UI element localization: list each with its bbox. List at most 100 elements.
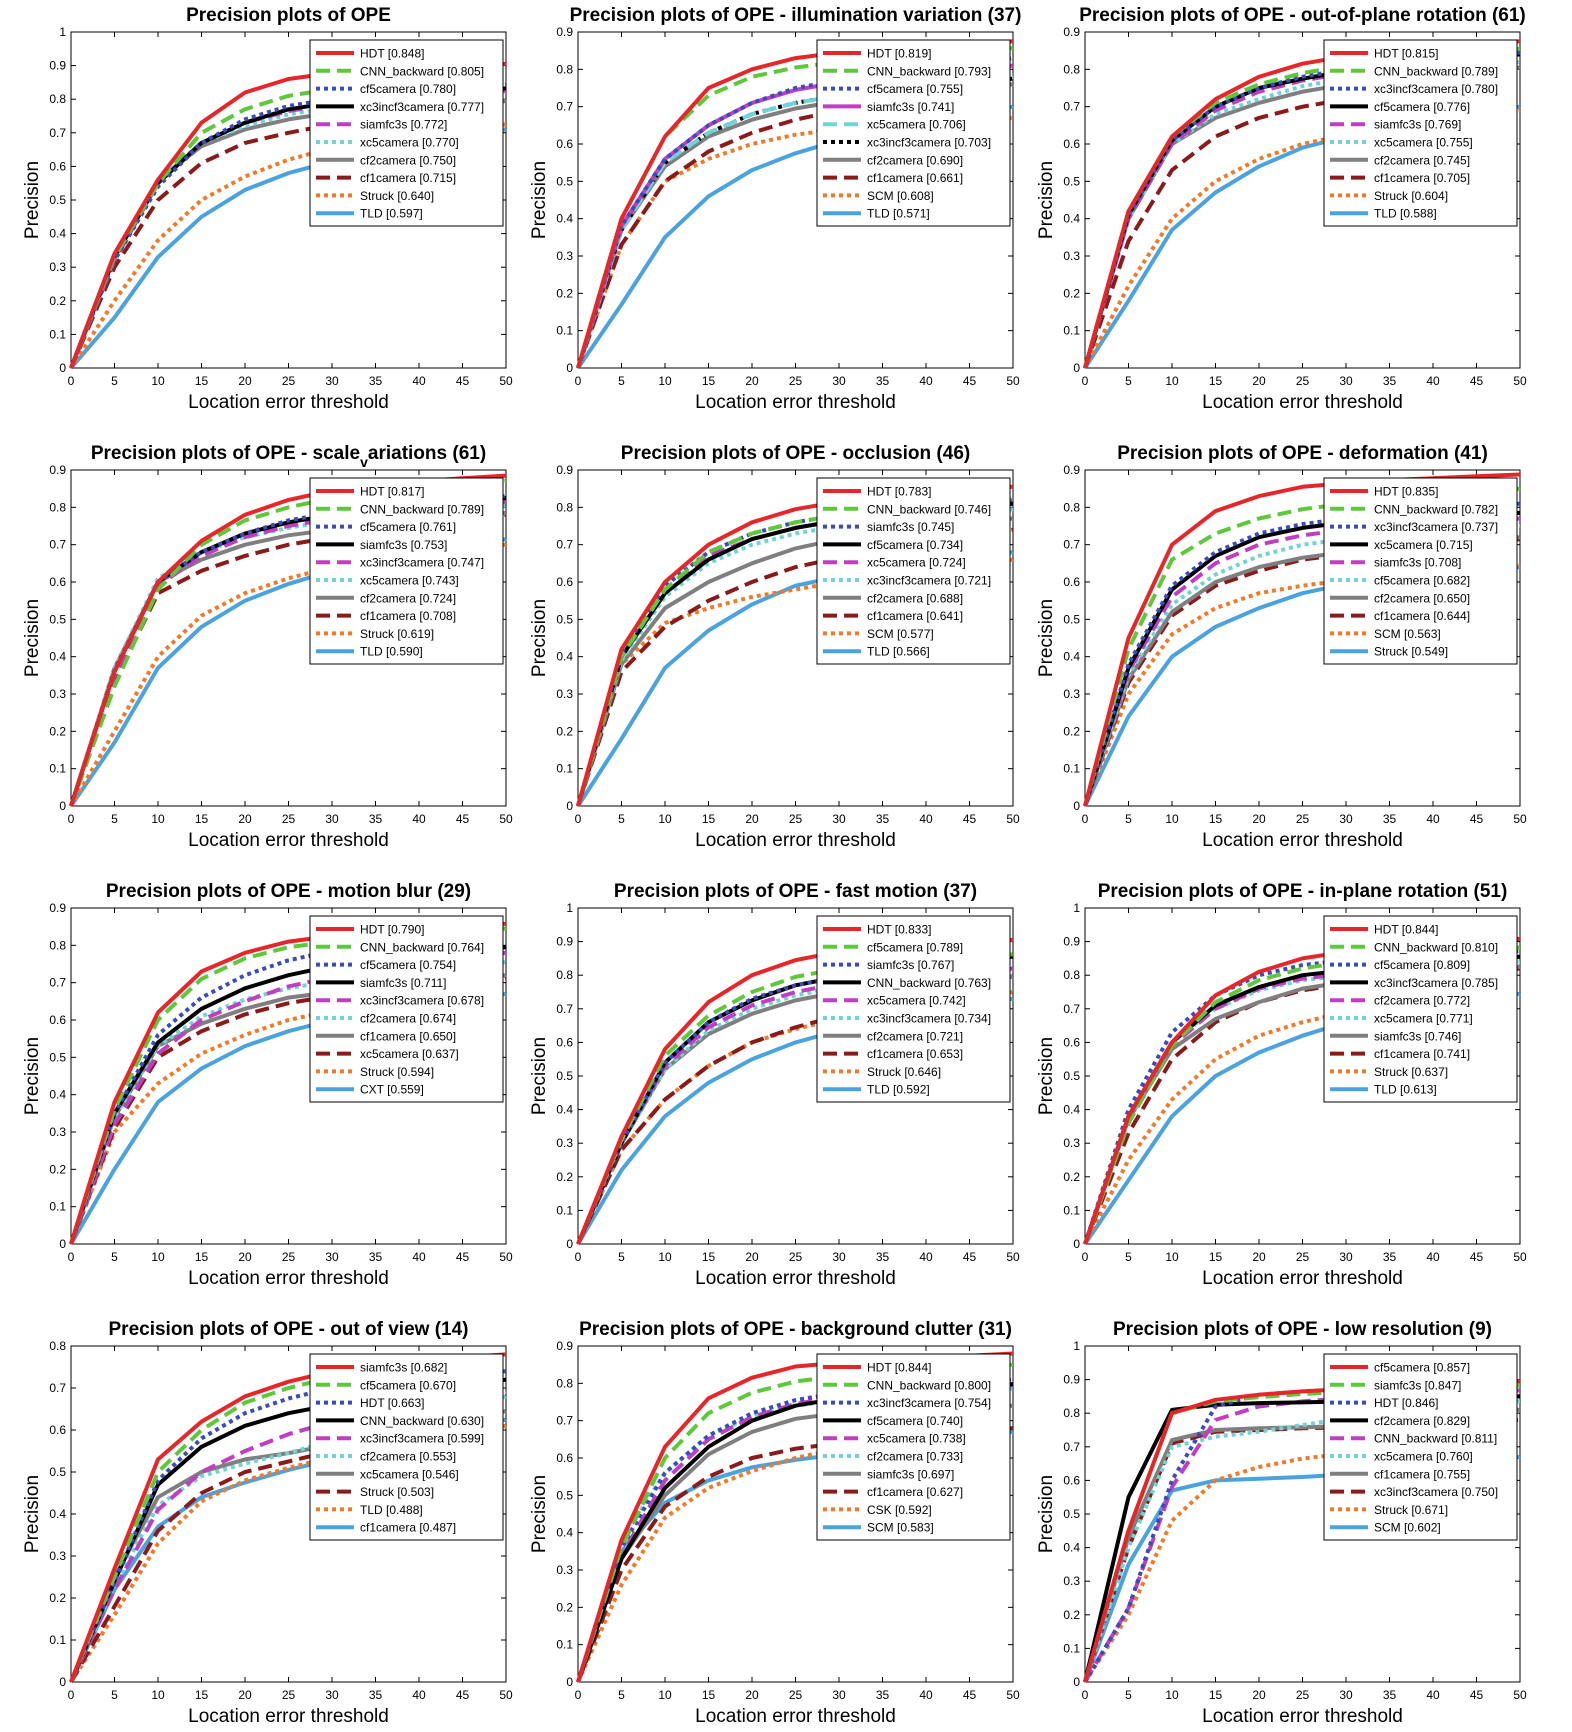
x-tick-label: 10 xyxy=(1165,374,1179,388)
series-line-cf1camera xyxy=(576,82,1014,369)
y-axis-label: Precision xyxy=(22,1475,43,1553)
legend-label-xc5camera: xc5camera [0.742] xyxy=(867,994,966,1008)
x-tick-label: 0 xyxy=(1082,374,1089,388)
x-tick-label: 40 xyxy=(412,812,426,826)
y-tick-label: 0.9 xyxy=(556,25,573,39)
legend-label-CNN_backward: CNN_backward [0.789] xyxy=(360,502,484,516)
x-axis-label: Location error threshold xyxy=(1202,1706,1403,1727)
y-tick-label: 0.9 xyxy=(1063,25,1080,39)
legend-label-SCM: SCM [0.577] xyxy=(867,627,934,641)
x-axis-label: Location error threshold xyxy=(188,1268,389,1289)
y-tick-label: 0.3 xyxy=(49,1549,66,1563)
legend-label-siamfc3s: siamfc3s [0.697] xyxy=(867,1467,954,1481)
legend-label-cf2camera: cf2camera [0.829] xyxy=(1374,1414,1470,1428)
legend-label-TLD: TLD [0.488] xyxy=(360,1503,423,1517)
chart-panel-12: Precision plots of OPE - low resolution … xyxy=(1036,1319,1527,1727)
legend: HDT [0.790] CNN_backward [0.764] cf5camera… xyxy=(309,915,504,1103)
y-tick-label: 0.8 xyxy=(49,938,66,952)
x-tick-label: 20 xyxy=(238,1688,252,1702)
legend-label-xc5camera: xc5camera [0.706] xyxy=(867,118,966,132)
x-tick-label: 25 xyxy=(1296,374,1310,388)
y-tick-label: 0.6 xyxy=(1063,575,1080,589)
legend: HDT [0.844] CNN_backward [0.800] xc3incf3c… xyxy=(816,1353,1011,1541)
x-tick-label: 0 xyxy=(68,812,75,826)
y-tick-label: 0.4 xyxy=(1063,1541,1080,1555)
legend-label-cf2camera: cf2camera [0.688] xyxy=(867,591,963,605)
x-tick-label: 5 xyxy=(1125,1688,1132,1702)
legend: siamfc3s [0.682] cf5camera [0.670] HDT [0.… xyxy=(309,1353,504,1541)
y-axis-label: Precision xyxy=(529,599,550,677)
legend-label-xc5camera: xc5camera [0.715] xyxy=(1374,538,1473,552)
chart-title: Precision plots of OPE - out of view (14… xyxy=(109,1319,469,1340)
x-tick-label: 35 xyxy=(1383,1688,1397,1702)
legend-label-xc5camera: xc5camera [0.743] xyxy=(360,574,459,588)
y-tick-label: 0.7 xyxy=(556,100,573,114)
legend-label-cf5camera: cf5camera [0.670] xyxy=(360,1378,456,1392)
chart-title-suffix: ariations (61) xyxy=(368,443,486,464)
chart-panel-11: Precision plots of OPE - background clut… xyxy=(529,1319,1020,1727)
x-tick-label: 50 xyxy=(1006,1250,1020,1264)
x-tick-label: 40 xyxy=(919,812,933,826)
x-tick-label: 40 xyxy=(412,1688,426,1702)
y-tick-label: 0.8 xyxy=(1063,62,1080,76)
x-tick-label: 30 xyxy=(1339,1688,1353,1702)
y-tick-label: 0.6 xyxy=(556,575,573,589)
y-tick-label: 0.2 xyxy=(556,286,573,300)
x-tick-label: 0 xyxy=(575,1250,582,1264)
y-tick-label: 0.6 xyxy=(556,1035,573,1049)
y-tick-label: 1 xyxy=(1073,901,1080,915)
x-axis-label: Location error threshold xyxy=(695,392,896,413)
legend-label-cf1camera: cf1camera [0.641] xyxy=(867,609,963,623)
y-tick-label: 0.9 xyxy=(556,463,573,477)
y-tick-label: 0.5 xyxy=(556,612,573,626)
legend: HDT [0.819] CNN_backward [0.793] cf5camera… xyxy=(816,39,1011,227)
y-tick-label: 0.2 xyxy=(1063,724,1080,738)
legend-label-cf2camera: cf2camera [0.750] xyxy=(360,153,456,167)
x-tick-label: 50 xyxy=(499,1688,513,1702)
chart-panel-6: Precision plots of OPE - deformation (41… xyxy=(1036,443,1527,851)
x-tick-label: 10 xyxy=(151,812,165,826)
x-tick-label: 15 xyxy=(195,1250,209,1264)
legend-label-SCM: SCM [0.608] xyxy=(867,189,934,203)
x-tick-label: 25 xyxy=(1296,1688,1310,1702)
legend-label-xc3incf3camera: xc3incf3camera [0.785] xyxy=(1374,976,1498,990)
legend-label-xc5camera: xc5camera [0.771] xyxy=(1374,1012,1473,1026)
x-tick-label: 25 xyxy=(789,1250,803,1264)
legend-label-cf5camera: cf5camera [0.755] xyxy=(867,82,963,96)
legend-label-siamfc3s: siamfc3s [0.741] xyxy=(867,100,954,114)
legend-label-CNN_backward: CNN_backward [0.746] xyxy=(867,502,991,516)
x-tick-label: 15 xyxy=(195,1688,209,1702)
y-tick-label: 0.8 xyxy=(1063,500,1080,514)
legend-label-siamfc3s: siamfc3s [0.772] xyxy=(360,118,447,132)
legend-label-cf1camera: cf1camera [0.650] xyxy=(360,1029,456,1043)
x-tick-label: 40 xyxy=(919,1688,933,1702)
chart-panel-2: Precision plots of OPE - illumination va… xyxy=(529,5,1021,413)
y-tick-label: 0 xyxy=(1073,799,1080,813)
legend-label-siamfc3s: siamfc3s [0.711] xyxy=(360,976,446,990)
y-tick-label: 0.4 xyxy=(1063,1103,1080,1117)
y-tick-label: 0.2 xyxy=(1063,1608,1080,1622)
x-tick-label: 0 xyxy=(575,1688,582,1702)
legend-label-HDT: HDT [0.844] xyxy=(867,1361,931,1375)
x-tick-label: 20 xyxy=(745,374,759,388)
legend-label-cf1camera: cf1camera [0.487] xyxy=(360,1521,456,1535)
x-tick-label: 35 xyxy=(369,1688,383,1702)
y-tick-label: 0.8 xyxy=(1063,968,1080,982)
y-tick-label: 0.3 xyxy=(556,249,573,263)
y-axis-label: Precision xyxy=(1036,161,1057,239)
y-tick-label: 0.1 xyxy=(556,324,573,338)
legend-label-CNN_backward: CNN_backward [0.810] xyxy=(1374,940,1498,954)
x-tick-label: 30 xyxy=(325,812,339,826)
x-tick-label: 15 xyxy=(1209,812,1223,826)
x-tick-label: 45 xyxy=(1470,1250,1484,1264)
series-line-xc3incf3camera xyxy=(576,969,1014,1245)
legend-label-HDT: HDT [0.819] xyxy=(867,47,931,61)
y-tick-label: 0.9 xyxy=(556,935,573,949)
y-tick-label: 0.6 xyxy=(1063,1473,1080,1487)
x-tick-label: 45 xyxy=(963,812,977,826)
x-tick-label: 30 xyxy=(1339,374,1353,388)
legend-label-xc3incf3camera: xc3incf3camera [0.721] xyxy=(867,574,991,588)
y-tick-label: 0 xyxy=(1073,361,1080,375)
x-tick-label: 10 xyxy=(658,374,672,388)
x-tick-label: 40 xyxy=(1426,374,1440,388)
